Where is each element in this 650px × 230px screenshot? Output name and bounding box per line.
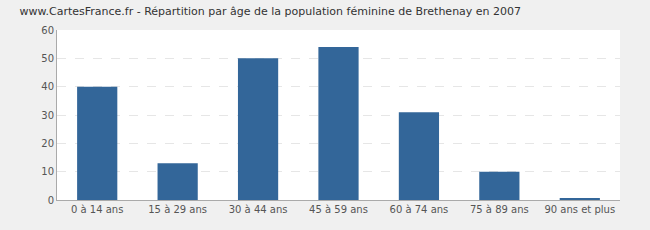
svg-text:45 à 59 ans: 45 à 59 ans — [309, 204, 368, 215]
svg-text:75 à 89 ans: 75 à 89 ans — [470, 204, 529, 215]
svg-text:90 ans et plus: 90 ans et plus — [544, 204, 615, 215]
svg-text:50: 50 — [41, 53, 54, 64]
svg-text:0: 0 — [48, 195, 54, 206]
svg-text:www.CartesFrance.fr - Répartit: www.CartesFrance.fr - Répartition par âg… — [20, 5, 522, 18]
svg-text:0 à 14 ans: 0 à 14 ans — [71, 204, 123, 215]
svg-text:10: 10 — [41, 166, 54, 177]
svg-text:30: 30 — [41, 110, 54, 121]
svg-text:20: 20 — [41, 138, 54, 149]
svg-text:60 à 74 ans: 60 à 74 ans — [390, 204, 449, 215]
svg-text:30 à 44 ans: 30 à 44 ans — [229, 204, 288, 215]
svg-text:15 à 29 ans: 15 à 29 ans — [148, 204, 207, 215]
svg-text:40: 40 — [41, 81, 54, 92]
svg-text:60: 60 — [41, 25, 54, 36]
